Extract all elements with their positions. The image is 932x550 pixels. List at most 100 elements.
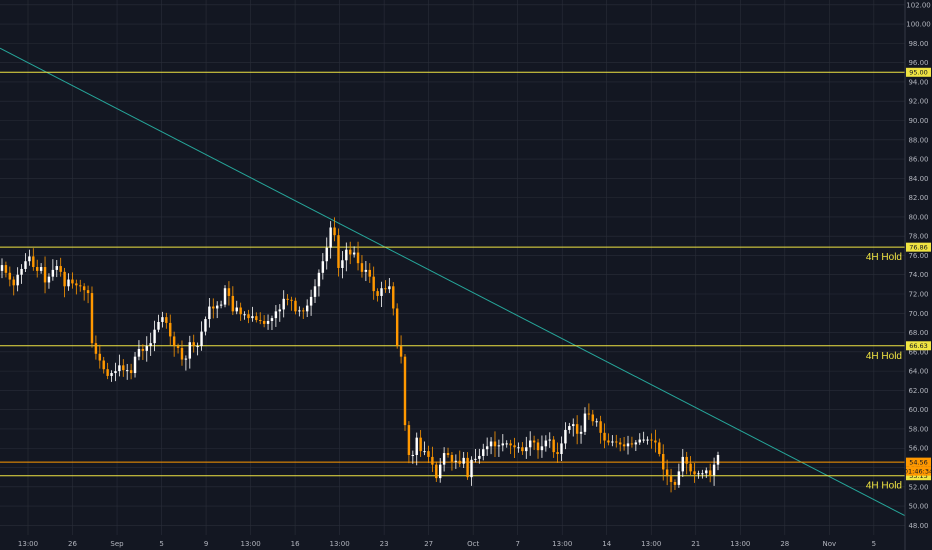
candle-body <box>595 421 598 423</box>
candle-body <box>125 370 129 372</box>
level-note: 4H Hold <box>866 481 902 492</box>
candle-body <box>360 263 364 272</box>
x-tick-label: 13:00 <box>18 540 38 548</box>
y-tick-label: 74.00 <box>908 271 928 279</box>
candle-body <box>716 454 720 465</box>
candle-body <box>384 288 387 290</box>
x-tick-label: 5 <box>159 540 163 548</box>
candle-body <box>415 437 418 455</box>
candle-body <box>63 271 66 287</box>
candle-body <box>71 279 74 284</box>
candle-body <box>705 470 708 474</box>
candle-body <box>82 286 86 291</box>
candle-body <box>243 314 246 316</box>
candle-body <box>169 322 172 337</box>
candle-body <box>568 426 571 430</box>
candle-body <box>90 293 94 344</box>
x-tick-label: 14 <box>602 540 611 548</box>
candle-body <box>172 336 176 347</box>
candle-body <box>145 346 148 351</box>
y-tick-label: 58.00 <box>908 425 928 433</box>
candle-body <box>540 446 544 451</box>
x-tick-label: Sep <box>110 540 124 548</box>
candle-body <box>618 442 622 445</box>
candle-body <box>114 371 117 374</box>
candle-body <box>438 464 442 479</box>
candle-body <box>137 348 141 357</box>
y-tick-label: 82.00 <box>908 194 928 202</box>
candle-body <box>482 449 485 456</box>
y-tick-label: 98.00 <box>908 40 928 48</box>
candle-body <box>587 413 591 415</box>
candle-body <box>192 342 195 347</box>
candle-body <box>110 373 113 376</box>
candle-body <box>215 305 219 309</box>
candle-body <box>505 443 508 445</box>
candle-body <box>615 441 618 443</box>
candle-body <box>450 454 454 462</box>
trendline[interactable] <box>0 47 906 517</box>
candle-body <box>188 342 192 359</box>
candle-body <box>462 457 465 464</box>
candle-body <box>239 307 242 315</box>
candle-body <box>36 267 39 271</box>
candle-body <box>270 318 274 321</box>
candle-body <box>364 269 368 272</box>
candle-body <box>141 348 145 351</box>
price-tag-label: 95.00 <box>909 69 928 77</box>
candle-body <box>583 413 587 432</box>
candle-body <box>427 451 430 457</box>
candle-body <box>466 457 469 478</box>
candle-body <box>388 286 391 290</box>
candle-body <box>219 304 223 306</box>
candle-body <box>180 347 184 360</box>
y-tick-label: 94.00 <box>908 78 928 86</box>
candle-body <box>622 444 626 447</box>
candle-body <box>669 476 673 482</box>
candle-body <box>591 414 595 422</box>
candle-body <box>28 256 31 262</box>
candle-body <box>423 451 426 453</box>
candle-body <box>266 321 270 324</box>
candle-body <box>685 456 688 464</box>
candles-layer <box>0 217 720 493</box>
candle-body <box>376 291 379 296</box>
candle-body <box>380 288 383 296</box>
y-tick-label: 60.00 <box>908 406 928 414</box>
candle-body <box>368 269 371 277</box>
candle-body <box>654 440 657 443</box>
candle-body <box>329 227 332 248</box>
candle-body <box>712 464 716 476</box>
x-tick-label: 13:00 <box>552 540 572 548</box>
candle-body <box>321 261 325 273</box>
y-tick-label: 92.00 <box>908 98 928 106</box>
candle-body <box>665 469 669 477</box>
candle-body <box>607 440 610 443</box>
x-tick-label: 28 <box>780 540 789 548</box>
candle-body <box>411 454 415 456</box>
candle-body <box>259 320 262 322</box>
candle-body <box>24 261 27 269</box>
x-tick-label: 26 <box>68 540 77 548</box>
y-tick-label: 56.00 <box>908 445 928 453</box>
candle-body <box>86 290 90 294</box>
candle-body <box>630 443 634 445</box>
candle-body <box>572 424 575 427</box>
candle-body <box>517 447 520 449</box>
candle-body <box>579 431 583 434</box>
candle-body <box>106 369 109 376</box>
candle-body <box>262 321 266 324</box>
x-tick-label: 13:00 <box>240 540 260 548</box>
y-axis: 48.0050.0052.0054.0056.0058.0060.0062.00… <box>904 0 931 550</box>
y-tick-label: 100.00 <box>906 21 931 29</box>
candle-body <box>325 247 328 262</box>
candle-body <box>161 317 164 322</box>
price-tag <box>906 457 931 467</box>
price-tag-label: 66.63 <box>909 342 928 350</box>
y-tick-label: 96.00 <box>908 59 928 67</box>
candle-body <box>474 458 477 460</box>
candle-body <box>204 319 207 332</box>
candle-body <box>345 249 348 261</box>
candle-body <box>693 471 696 475</box>
